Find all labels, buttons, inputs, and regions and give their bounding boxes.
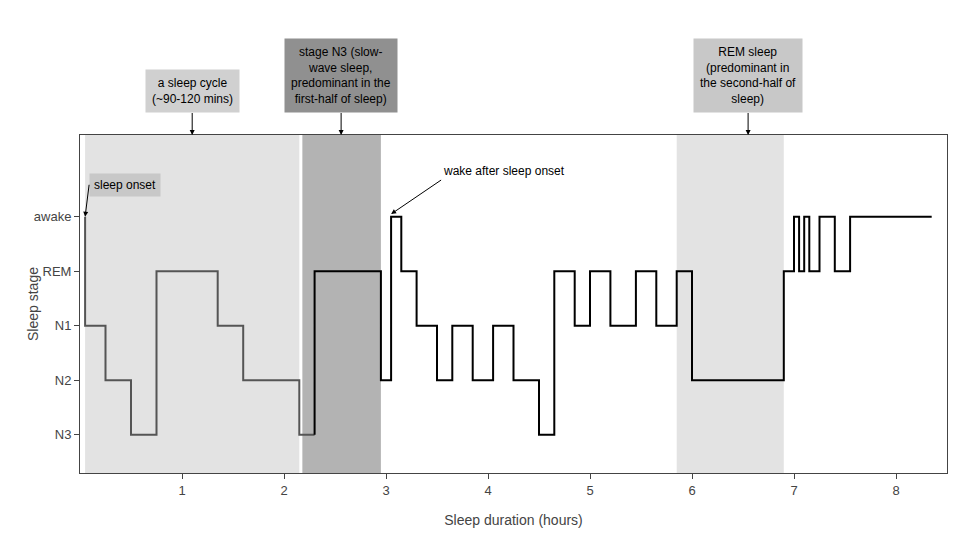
svg-text:wake after sleep onset: wake after sleep onset: [443, 164, 565, 178]
svg-text:3: 3: [382, 483, 389, 498]
svg-text:N2: N2: [55, 373, 72, 388]
svg-text:awake: awake: [34, 209, 72, 224]
svg-text:REM sleep(predominant inthe se: REM sleep(predominant inthe second-half …: [700, 45, 796, 106]
svg-text:stage N3 (slow-wave sleep,pred: stage N3 (slow-wave sleep,predominant in…: [291, 45, 391, 106]
svg-text:Sleep stage: Sleep stage: [25, 267, 41, 341]
svg-text:8: 8: [892, 483, 899, 498]
svg-text:a sleep cycle(~90-120 mins): a sleep cycle(~90-120 mins): [152, 76, 233, 106]
svg-text:6: 6: [688, 483, 695, 498]
svg-text:4: 4: [484, 483, 491, 498]
svg-text:7: 7: [790, 483, 797, 498]
svg-text:5: 5: [586, 483, 593, 498]
svg-text:REM: REM: [43, 264, 72, 279]
svg-text:sleep onset: sleep onset: [94, 178, 156, 192]
svg-text:2: 2: [280, 483, 287, 498]
svg-text:1: 1: [178, 483, 185, 498]
svg-text:Sleep duration (hours): Sleep duration (hours): [444, 512, 583, 528]
svg-text:N3: N3: [55, 427, 72, 442]
svg-text:N1: N1: [55, 318, 72, 333]
